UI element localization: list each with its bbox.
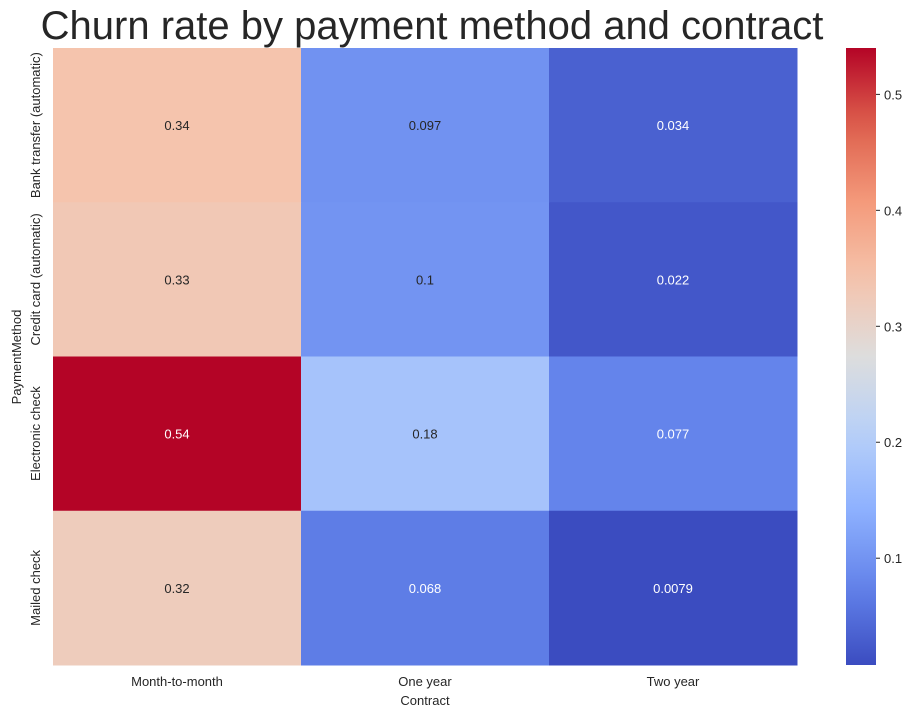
heatmap-cell [53, 356, 302, 512]
cell-value-label: 0.54 [164, 427, 189, 442]
heatmap-cells [53, 48, 798, 666]
cell-value-label: 0.068 [409, 581, 442, 596]
cell-value-label: 0.022 [657, 272, 690, 287]
y-tick-label: Bank transfer (automatic) [28, 52, 43, 198]
y-axis-label: PaymentMethod [9, 310, 24, 405]
cell-value-label: 0.34 [164, 118, 189, 133]
heatmap-cell-labels: 0.34 0.097 0.034 0.33 0.1 0.022 0.54 0.18 0.077 0… [164, 118, 693, 596]
cell-value-label: 0.0079 [653, 581, 693, 596]
heatmap-cell [53, 48, 302, 203]
y-axis-ticks: Bank transfer (automatic) Credit card (au… [28, 52, 43, 626]
y-tick-label: Credit card (automatic) [28, 213, 43, 345]
heatmap-cell [53, 202, 302, 357]
heatmap-cell [549, 202, 798, 357]
colorbar-tick-label: 0.4 [884, 203, 902, 218]
colorbar-tick-label: 0.3 [884, 319, 902, 334]
heatmap-cell [301, 48, 550, 203]
y-tick-label: Electronic check [28, 386, 43, 481]
heatmap-cell [549, 510, 798, 666]
heatmap-cell [53, 510, 302, 666]
x-axis-ticks: Month-to-month One year Two year [131, 674, 700, 689]
colorbar-tick-label: 0.2 [884, 435, 902, 450]
chart-title: Churn rate by payment method and contrac… [41, 4, 824, 48]
x-tick-label: Two year [647, 674, 700, 689]
x-tick-label: One year [398, 674, 452, 689]
colorbar-gradient [846, 48, 876, 665]
heatmap-cell [549, 48, 798, 203]
colorbar-tick-label: 0.5 [884, 87, 902, 102]
y-tick-label: Mailed check [28, 549, 43, 625]
cell-value-label: 0.18 [412, 427, 437, 442]
cell-value-label: 0.33 [164, 272, 189, 287]
heatmap-cell [549, 356, 798, 512]
heatmap-cell [301, 356, 550, 512]
cell-value-label: 0.097 [409, 118, 442, 133]
heatmap-cell [301, 202, 550, 357]
colorbar: 0.1 0.2 0.3 0.4 0.5 [846, 48, 902, 665]
cell-value-label: 0.077 [657, 427, 690, 442]
cell-value-label: 0.1 [416, 272, 434, 287]
x-tick-label: Month-to-month [131, 674, 223, 689]
x-axis-label: Contract [400, 693, 450, 708]
heatmap-cell [301, 510, 550, 666]
colorbar-tick-label: 0.1 [884, 551, 902, 566]
cell-value-label: 0.034 [657, 118, 690, 133]
cell-value-label: 0.32 [164, 581, 189, 596]
